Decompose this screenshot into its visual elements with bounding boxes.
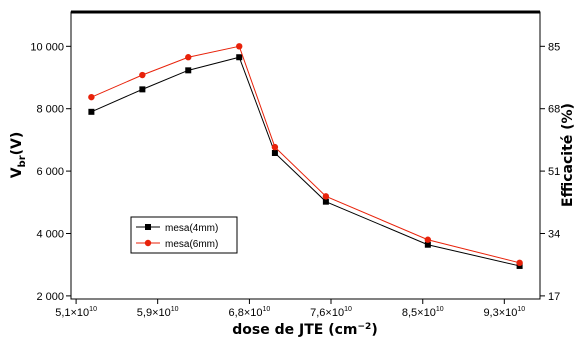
x-tick-label-5: 9,3×1010 — [483, 306, 525, 319]
point-s1-5 — [322, 193, 330, 200]
y2-tick-label-3: 68 — [548, 104, 560, 116]
plot-frame — [70, 11, 541, 300]
point-s1-6 — [424, 236, 432, 243]
y-tick-label-1: 4 000 — [36, 228, 64, 240]
y-tick-label-0: 2 000 — [36, 291, 64, 303]
point-s0-6 — [424, 241, 431, 248]
series-layer — [88, 43, 523, 269]
point-s0-5 — [322, 198, 329, 205]
y-axis-title: Vbr(V) — [9, 132, 28, 179]
y2-tick-label-4: 85 — [548, 41, 560, 53]
legend-label-mesa-6mm: mesa(6mm) — [165, 239, 218, 250]
point-s0-3 — [236, 54, 243, 61]
legend-marker-mesa-6mm — [144, 239, 152, 247]
series-line-1 — [91, 45, 520, 264]
legend-label-mesa-4mm: mesa(4mm) — [165, 223, 218, 234]
point-s1-7 — [516, 259, 523, 267]
series-line-0 — [91, 56, 520, 267]
y-tick-label-4: 10 000 — [30, 41, 64, 53]
y2-axis-title: Efficacité (%) — [560, 103, 576, 207]
point-s1-1 — [139, 71, 146, 79]
legend-marker-mesa-4mm — [145, 224, 151, 230]
x-tick-label-3: 7,6×1010 — [310, 306, 352, 319]
ticks: 2 000 4 000 6 000 8 000 10 000 17 34 51 68 85 5,1×… — [30, 41, 560, 319]
point-s0-0 — [88, 108, 95, 115]
y2-tick-label-2: 51 — [548, 166, 560, 178]
point-s1-3 — [236, 43, 243, 50]
y2-tick-label-0: 17 — [548, 291, 560, 303]
x-tick-label-4: 8,5×1010 — [402, 306, 444, 319]
point-s1-2 — [185, 54, 192, 61]
y-tick-label-3: 8 000 — [36, 104, 64, 116]
legend-box — [130, 216, 238, 254]
legend: mesa(4mm) mesa(6mm) — [130, 216, 238, 254]
x-tick-label-1: 5,9×1010 — [137, 306, 179, 319]
point-s0-4 — [271, 150, 278, 157]
y-tick-label-2: 6 000 — [36, 166, 64, 178]
x-tick-label-0: 5,1×1010 — [55, 306, 97, 319]
point-s1-4 — [271, 143, 279, 151]
point-s1-0 — [88, 93, 95, 101]
x-tick-label-2: 6,8×1010 — [229, 306, 271, 319]
point-s0-1 — [139, 86, 146, 93]
point-s0-2 — [185, 67, 192, 74]
x-axis-title: dose de JTE (cm−2) — [232, 322, 377, 338]
y2-tick-label-1: 34 — [548, 228, 560, 240]
